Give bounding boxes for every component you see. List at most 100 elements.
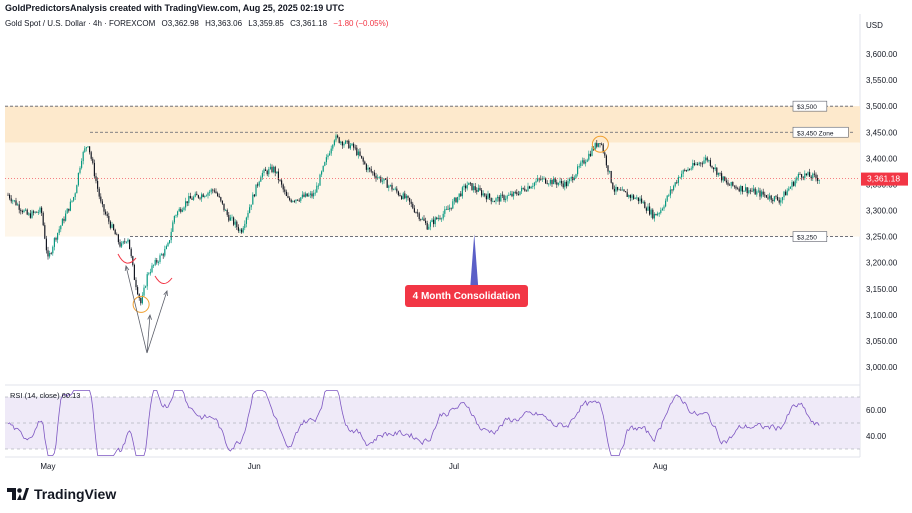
candle [260,177,262,182]
candle [205,195,207,197]
close-value: C3,361.18 [290,19,328,28]
candle [121,243,123,247]
candle [639,198,641,202]
candle [199,197,201,199]
candle [756,191,758,195]
candle [82,151,84,162]
candle [585,161,587,164]
candle [140,298,142,304]
candle [322,165,324,172]
candle [557,182,559,185]
candle [437,218,439,220]
candle [298,200,300,202]
candle [781,197,783,201]
arrow-line [146,314,151,354]
candle [653,213,655,219]
candle [212,189,214,191]
candle [537,178,539,182]
candle [444,209,446,214]
candle [597,143,599,147]
candle [802,177,804,179]
candle [189,196,191,199]
rsi-legend: RSI (14, close) 60.13 [10,391,80,400]
candle [625,191,627,193]
candle [642,202,644,203]
level-label-box [792,126,849,138]
candle [396,188,398,192]
candle [375,175,377,179]
candle [721,173,723,181]
candle [634,198,636,199]
candle [561,181,563,184]
candle [394,188,396,190]
candle [591,148,593,156]
candle [677,177,679,183]
candle [319,174,321,186]
candle [559,181,561,183]
candle [172,222,174,232]
candle [474,186,476,191]
candle [146,274,148,287]
candle [188,196,190,204]
candle [37,212,39,214]
candle [218,196,220,198]
candle [490,197,492,202]
candle [170,231,172,241]
candle [457,196,459,203]
candle [345,140,347,144]
candle [279,179,281,181]
candle [666,195,668,201]
candle [335,135,337,141]
candle [818,179,820,181]
currency-label: USD [866,21,883,30]
candle [45,238,47,251]
candle [333,140,335,145]
candle [76,185,78,194]
candle [220,197,222,201]
candle [25,209,27,211]
candle [690,168,692,170]
candle [39,207,41,213]
candle [71,200,73,202]
candle [789,186,791,189]
candle [338,137,340,143]
candle [476,190,478,192]
candle [354,147,356,149]
candle [401,196,403,200]
price-tick-label: 3,500.00 [866,102,898,111]
candle [650,209,652,215]
level-label: $3,250 [797,235,817,242]
candle [105,211,107,215]
candle [693,163,695,166]
candle [668,195,670,197]
candle [508,194,510,196]
candle [738,188,740,192]
candle [665,200,667,207]
highlight-circle [591,135,609,153]
candle [676,182,678,184]
candle [337,135,339,138]
tradingview-logo[interactable]: TradingView [7,486,116,502]
candle [556,182,558,185]
candle [482,193,484,196]
candle [306,193,308,197]
candle [148,273,150,275]
candle [234,221,236,225]
candle [263,169,265,173]
candle [626,192,628,197]
candle [577,166,579,175]
candle [103,204,105,212]
candle [498,196,500,202]
candle [129,239,131,250]
candle [604,152,606,156]
candle [53,238,55,247]
candle [402,193,404,200]
candle [761,191,763,197]
candle [285,191,287,197]
candle [221,200,223,204]
candle [801,174,803,178]
candle [213,190,215,192]
candle [465,185,467,189]
candle [231,217,233,219]
